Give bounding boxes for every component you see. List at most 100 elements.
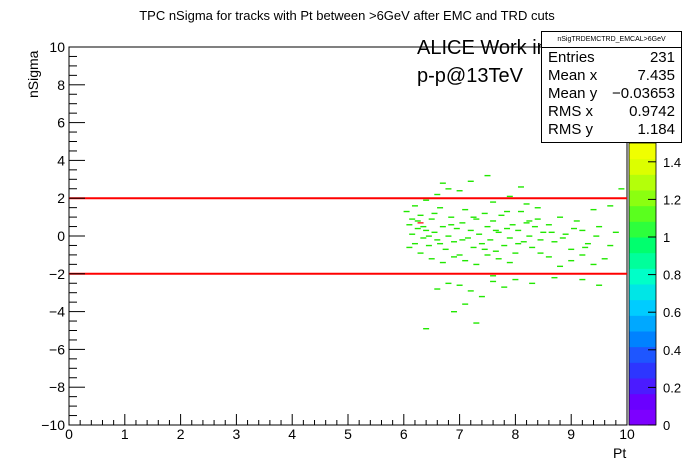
data-point [557,216,564,218]
palette-label: 0.6 [663,305,681,320]
stat-value: 7.435 [637,67,675,84]
data-point [431,231,438,234]
palette-swatch [629,158,656,175]
stat-row-mean-x: Mean x 7.435 [548,67,675,85]
data-point [437,242,444,245]
stat-value: 231 [649,49,675,66]
data-point [473,218,480,220]
data-point [506,261,513,264]
data-point [406,224,413,226]
data-point [487,239,494,241]
data-point [462,303,469,305]
stat-label: Entries [548,49,595,66]
data-point [411,205,418,207]
data-point [520,241,527,243]
data-point [423,328,430,330]
palette-label: 0.8 [663,268,681,283]
data-point [515,229,522,232]
palette-swatch [629,315,656,332]
data-point [551,241,558,243]
data-point [464,237,471,239]
data-point [411,242,418,245]
data-point [495,258,502,260]
palette-swatch [629,331,656,348]
data-point [490,220,497,222]
data-point [593,235,600,237]
stat-value: −0.03653 [612,85,675,102]
stat-label: RMS y [548,121,593,138]
data-point [478,242,485,245]
data-point [490,201,497,203]
palette-label: 1.2 [663,192,681,207]
data-point [534,218,541,220]
x-tick-label: 9 [567,426,575,442]
data-point [501,286,508,288]
data-point [417,252,424,254]
data-point [512,278,519,281]
data-point [526,235,533,237]
data-point [462,208,469,211]
palette-swatch [629,409,656,426]
data-point [607,205,614,207]
data-point [409,233,416,235]
y-axis-label: nSigma [25,50,41,98]
data-point [434,288,441,290]
data-point [425,244,432,247]
data-point [509,224,516,226]
data-point [439,261,446,264]
data-point [551,276,558,279]
stat-label: Mean y [548,85,598,102]
data-point [442,248,449,251]
data-point [526,220,533,222]
data-point [517,186,524,188]
data-point [448,224,455,226]
y-tick-label: −6 [49,341,65,357]
palette-swatch [629,143,656,160]
data-point [459,222,466,224]
data-point [559,237,566,239]
data-point [473,322,480,324]
y-tick-label: 4 [57,152,65,168]
x-tick-label: 4 [288,426,296,442]
data-point [579,254,586,256]
x-tick-label: 3 [233,426,241,442]
stats-box: nSigTRDEMCTRD_EMCAL>6GeV Entries 231 Mea… [541,31,682,143]
data-point [456,190,463,192]
data-point [573,220,580,222]
data-point [437,207,444,209]
data-point-red [417,222,424,224]
data-point [492,229,499,232]
data-point [467,290,474,292]
data-point [467,180,474,182]
stats-name: nSigTRDEMCTRD_EMCAL>6GeV [542,32,681,48]
data-point [548,231,555,234]
system-label: p-p@13TeV [417,65,524,87]
chart-title: TPC nSigma for tracks with Pt between >6… [139,8,555,23]
data-point [504,210,511,213]
data-point [428,258,435,260]
y-tick-label: 10 [49,39,65,55]
data-point [467,229,474,232]
data-point [451,311,458,313]
data-point [420,225,427,228]
data-point [596,225,603,228]
data-point [445,282,452,285]
data-point [523,222,530,224]
data-point [584,242,591,245]
x-tick-label: 2 [177,426,185,442]
y-tick-label: −10 [41,417,65,433]
x-axis-label: Pt [613,445,626,461]
data-point [562,233,569,235]
palette-label: 0.2 [663,380,681,395]
data-point [445,188,452,190]
palette-swatch [629,393,656,410]
data-point [439,225,446,228]
y-tick-label: −4 [49,304,65,320]
data-point [431,212,438,215]
data-point [417,214,424,217]
data-point [484,254,491,256]
stat-row-mean-y: Mean y −0.03653 [548,85,675,103]
data-point [403,210,410,213]
x-tick-label: 10 [619,426,635,442]
palette-swatch [629,221,656,238]
